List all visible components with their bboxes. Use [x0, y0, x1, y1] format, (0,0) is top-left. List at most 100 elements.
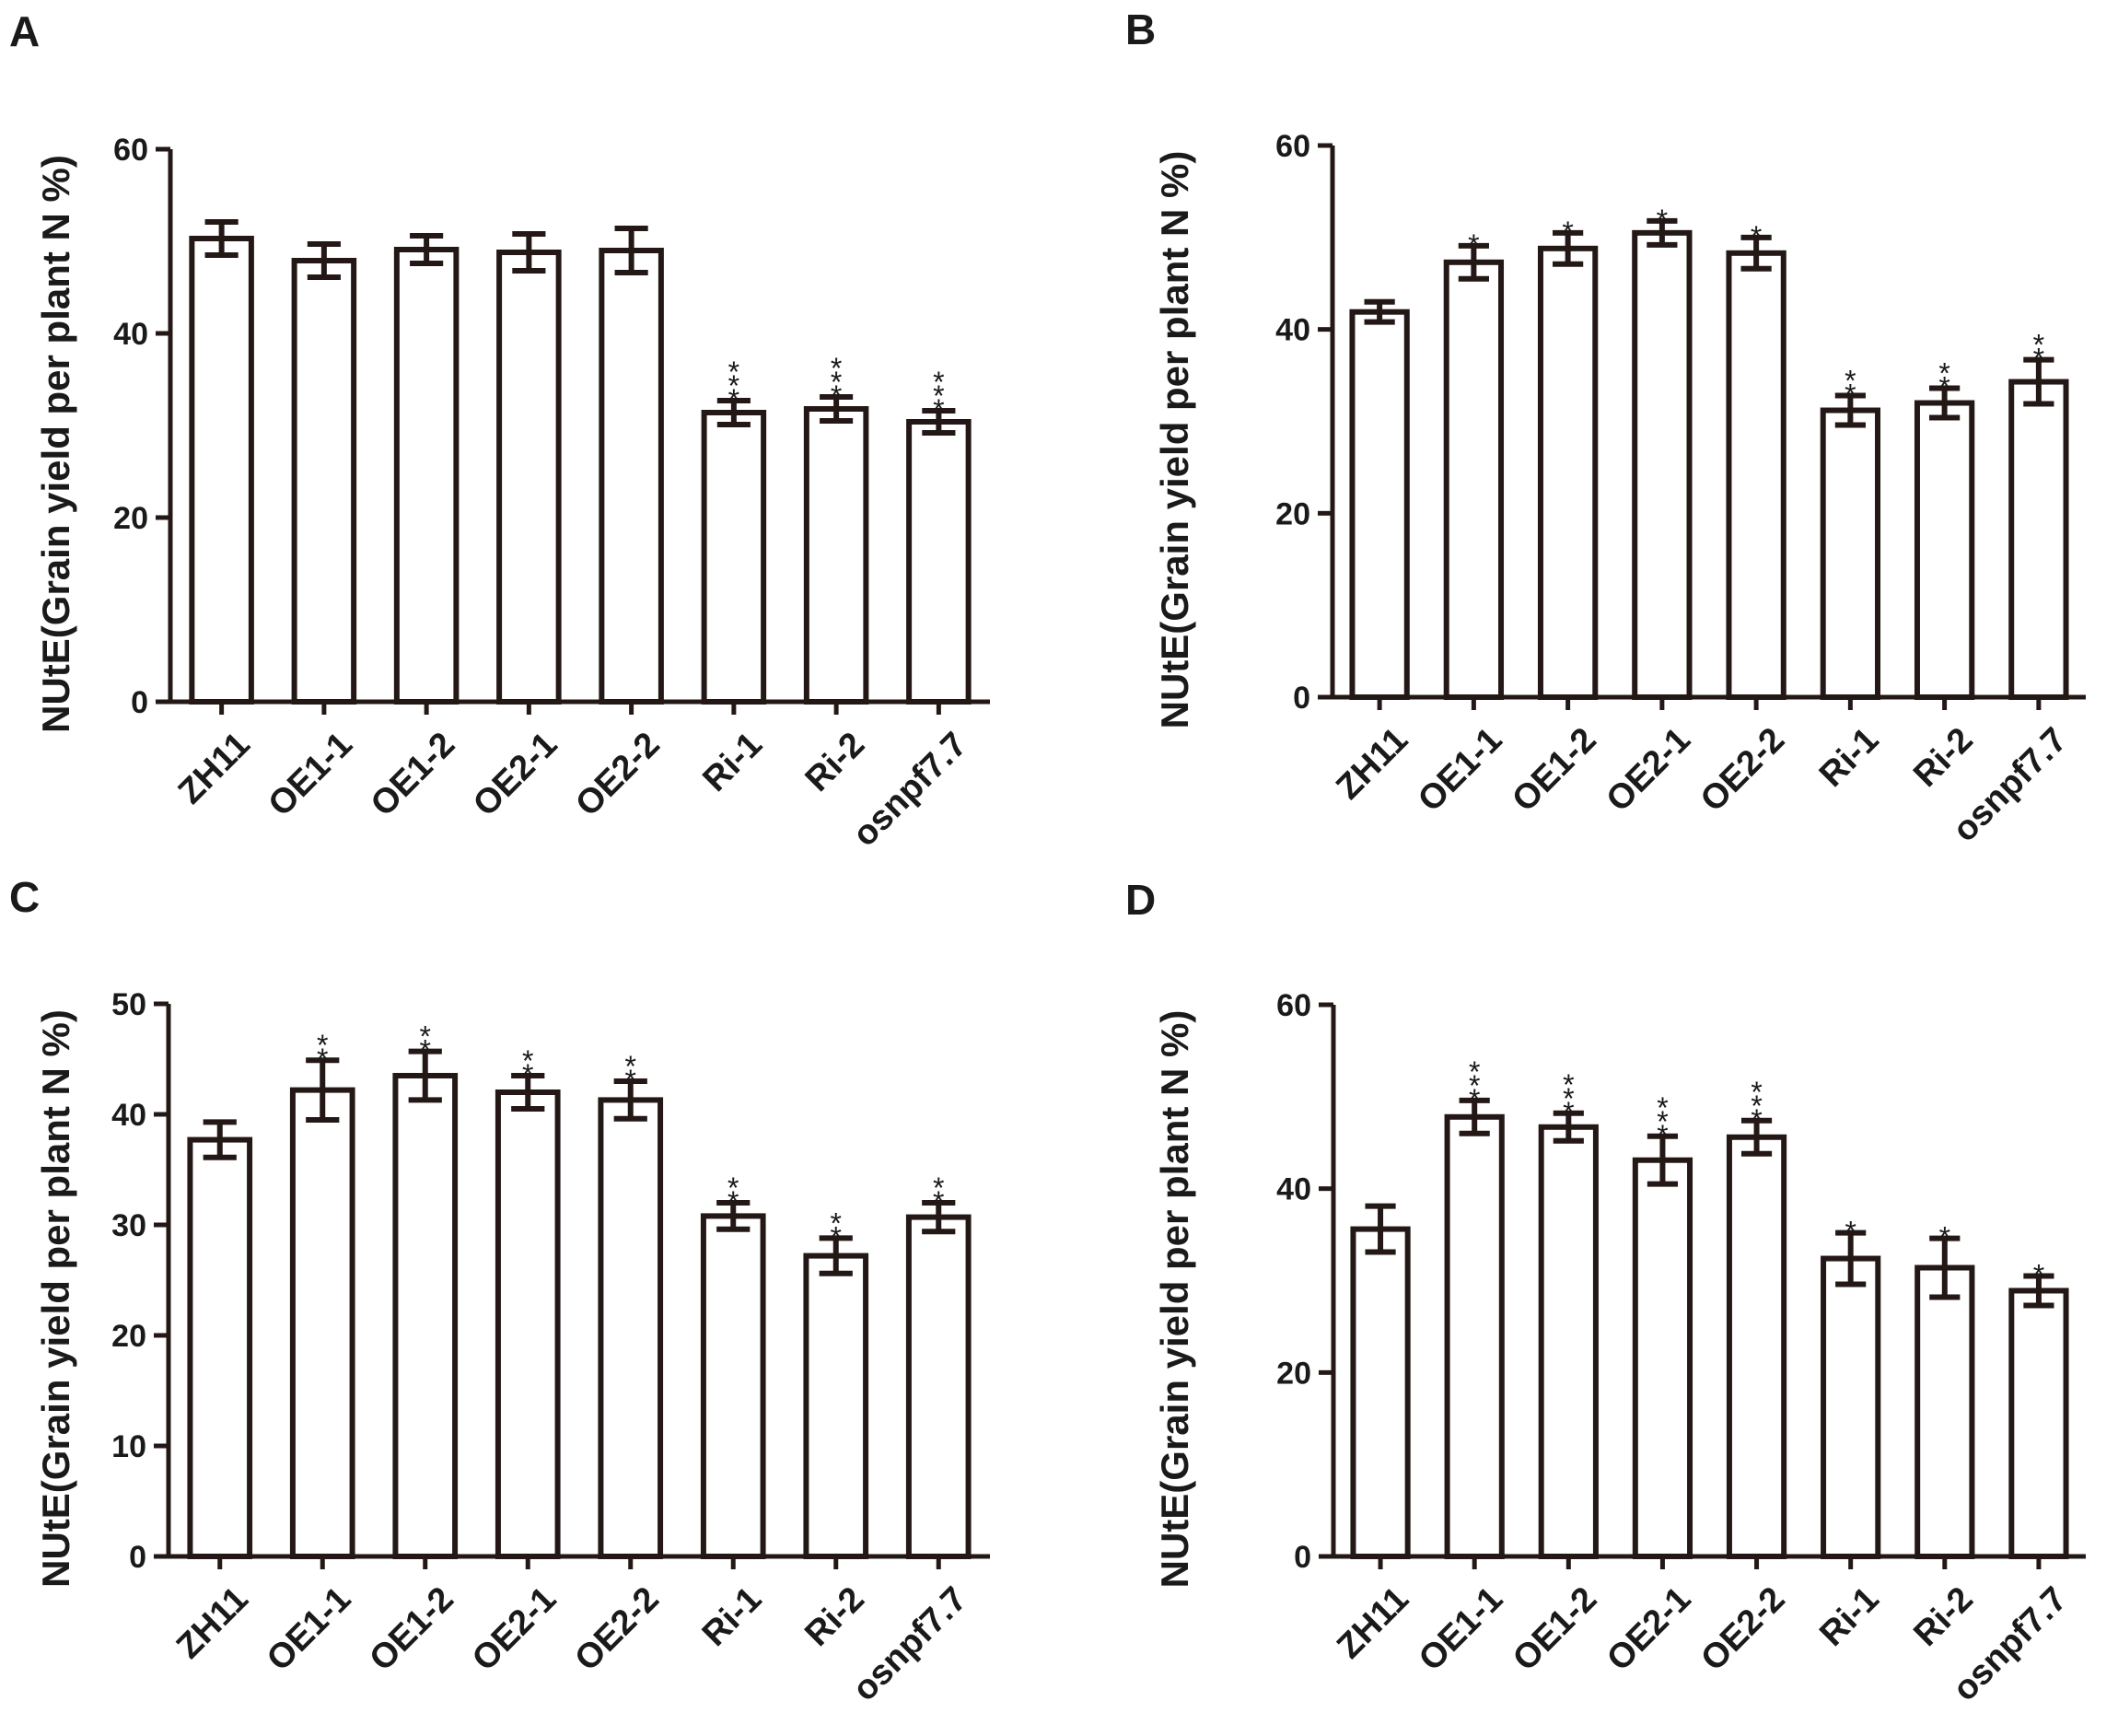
x-tick-label: osnpf7.7: [845, 1579, 974, 1708]
y-tick-label: 0: [1293, 681, 1310, 716]
significance-star: *: [317, 1029, 328, 1062]
chart-panel-d: D NUtE(Grain yield per plant N %) 0 20 40 60 Z…: [1125, 876, 2086, 1709]
bar-zh11: [187, 1136, 253, 1559]
significance-star: *: [1751, 220, 1762, 253]
x-tick-label: Ri-2: [1906, 1579, 1980, 1653]
x-tick-label: Ri-2: [797, 1579, 871, 1653]
significance-star: *: [2033, 343, 2044, 376]
y-tick-label: 20: [1276, 1356, 1311, 1391]
y-tick-label: 40: [111, 1098, 146, 1133]
significance-star: *: [1657, 1105, 1668, 1138]
y-tick-label: 20: [1275, 496, 1310, 531]
significance-star: *: [2033, 1259, 2044, 1292]
significance-star: *: [933, 393, 944, 426]
significance-star: *: [420, 1034, 431, 1067]
significance-star: *: [317, 1043, 328, 1076]
bar-oe1-2: [1537, 245, 1599, 700]
x-tick-label: OE2-2: [1693, 1579, 1792, 1678]
bar-ri-1: [1820, 407, 1881, 700]
chart-panel-a: A NUtE(Grain yield per plant N %) 0 20 40 60 Z…: [9, 7, 990, 855]
x-tick-label: ZH11: [171, 725, 258, 811]
bar-oe1-2: [393, 247, 460, 705]
significance-star: *: [1469, 1083, 1480, 1116]
y-tick-label: 20: [113, 501, 148, 536]
significance-star: *: [625, 1064, 636, 1097]
chart-panel-c: C NUtE(Grain yield per plant N %) 0 10 20 30 4…: [9, 873, 990, 1709]
x-tick-label: ZH11: [1329, 720, 1415, 807]
significance-star: *: [1563, 1068, 1574, 1101]
x-tick-label: OE2-2: [1693, 720, 1792, 819]
significance-star: *: [728, 355, 739, 389]
y-tick-label: 40: [1275, 313, 1310, 348]
bar-zh11: [1349, 309, 1410, 700]
bar-oe2-1: [1632, 229, 1693, 700]
bar-osnpf7-7: [905, 1214, 972, 1559]
chart-panel-b: B NUtE(Grain yield per plant N %) 0 20 40 60 Z…: [1125, 6, 2086, 850]
y-tick-label: 40: [113, 317, 148, 352]
x-tick-label: ZH11: [1330, 1579, 1416, 1666]
significance-star: *: [1657, 1119, 1668, 1152]
significance-star: *: [1469, 1069, 1480, 1102]
significance-star: *: [1938, 357, 1949, 390]
x-tick-label: Ri-1: [695, 725, 769, 798]
y-tick-label: 60: [1275, 129, 1310, 164]
significance-star: *: [1563, 1096, 1574, 1129]
x-tick-label: osnpf7.7: [845, 725, 974, 854]
bar-zh11: [1350, 1226, 1411, 1560]
bar-zh11: [189, 236, 254, 705]
bar-osnpf7-7: [2008, 1287, 2069, 1560]
significance-star: *: [933, 1171, 944, 1205]
x-tick-label: Ri-2: [1906, 720, 1980, 794]
bar-ri-2: [803, 1252, 869, 1559]
panel-letter: D: [1125, 876, 1156, 924]
x-tick-label: OE1-1: [1412, 1579, 1510, 1678]
bar-oe1-1: [291, 258, 357, 705]
significance-star: *: [831, 352, 842, 385]
significance-star: *: [831, 366, 842, 399]
x-tick-label: Ri-2: [798, 725, 872, 798]
significance-star: *: [420, 1020, 431, 1054]
bar-ri-2: [1914, 400, 1975, 700]
bar-oe1-1: [289, 1087, 355, 1559]
x-tick-label: OE1-1: [1411, 720, 1509, 819]
bar-oe1-2: [392, 1073, 459, 1559]
significance-star: *: [831, 379, 842, 413]
panel-letter: C: [9, 873, 40, 921]
bar-oe1-1: [1443, 259, 1505, 700]
y-tick-label: 60: [113, 133, 148, 168]
significance-star: *: [727, 1185, 739, 1218]
x-tick-label: OE1-2: [364, 725, 462, 823]
x-tick-label: OE1-1: [262, 725, 360, 823]
y-tick-label: 0: [1294, 1540, 1311, 1575]
x-tick-label: OE1-1: [260, 1579, 358, 1678]
bar-oe2-1: [495, 1089, 561, 1559]
bar-ri-2: [1914, 1264, 1975, 1559]
panel-letter: A: [9, 7, 40, 55]
y-tick-label: 40: [1276, 1172, 1311, 1207]
x-tick-label: ZH11: [169, 1579, 256, 1666]
y-tick-label: 30: [111, 1208, 146, 1243]
bar-ri-1: [701, 410, 767, 705]
y-axis-label: NUtE(Grain yield per plant N %): [1153, 1010, 1196, 1589]
significance-star: *: [1563, 1082, 1574, 1115]
x-tick-label: OE2-1: [1600, 1579, 1698, 1678]
significance-star: *: [522, 1058, 533, 1091]
x-tick-label: OE1-2: [1506, 1579, 1604, 1678]
significance-star: *: [728, 383, 739, 416]
y-axis-label: NUtE(Grain yield per plant N %): [34, 155, 77, 733]
bar-oe2-1: [496, 250, 562, 705]
y-tick-label: 60: [1276, 988, 1311, 1023]
y-axis-label: NUtE(Grain yield per plant N %): [34, 1009, 77, 1588]
significance-star: *: [1657, 1091, 1668, 1124]
y-tick-label: 0: [129, 1540, 146, 1575]
y-axis-label: NUtE(Grain yield per plant N %): [1153, 151, 1196, 729]
x-tick-label: OE1-2: [362, 1579, 460, 1678]
significance-star: *: [831, 1220, 842, 1253]
bar-oe2-2: [1726, 250, 1786, 700]
bar-ri-2: [803, 406, 869, 705]
significance-star: *: [1845, 1216, 1856, 1249]
x-tick-label: OE1-2: [1505, 720, 1603, 819]
panel-letter: B: [1125, 6, 1156, 53]
x-tick-label: OE2-1: [1600, 720, 1698, 819]
